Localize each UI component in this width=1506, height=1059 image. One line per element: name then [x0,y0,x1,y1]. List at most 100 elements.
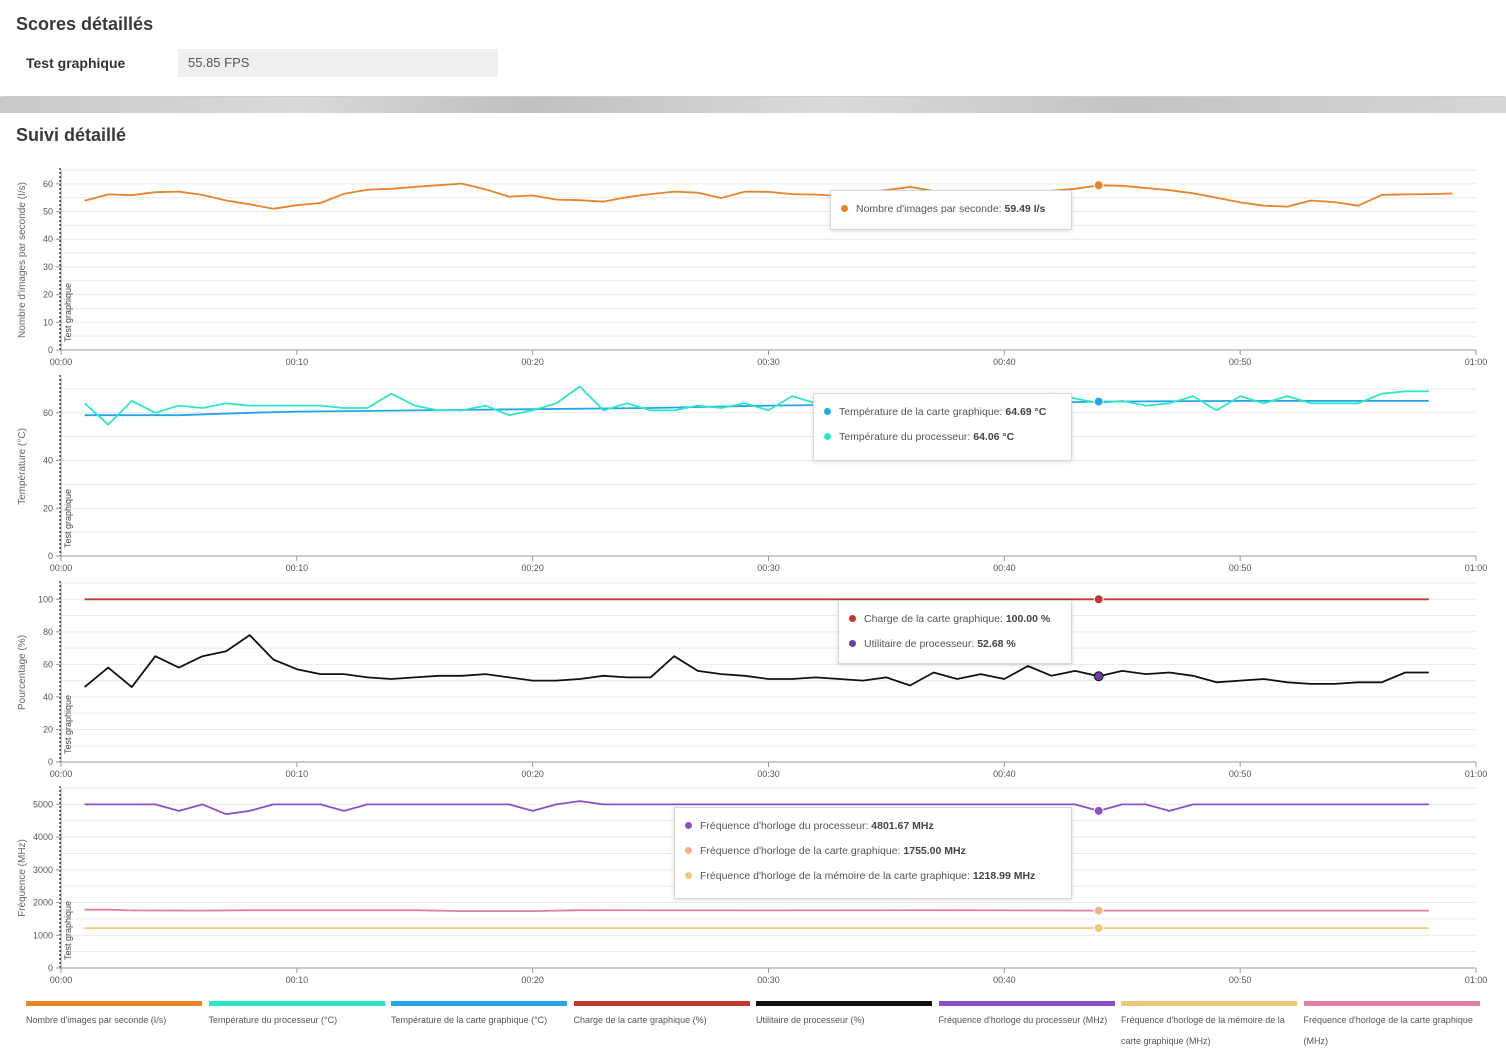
tooltip-frequency: Fréquence d'horloge du processeur: 4801.… [674,807,1072,899]
y-tick-label: 10 [43,317,53,327]
legend-item[interactable]: Fréquence d'horloge de la mémoire de la … [1121,1001,1297,1052]
y-axis-label: Fréquence (MHz) [17,839,28,917]
series-line-cpu_temp [83,385,1429,426]
y-tick-label: 0 [48,345,53,355]
x-tick-label: 00:20 [521,769,544,779]
tooltip-row: Utilitaire de processeur: 52.68 % [849,632,1061,657]
series-line-fps [84,182,1453,210]
y-tick-label: 30 [43,262,53,272]
tooltip-value: 52.68 % [977,638,1016,650]
series-line-gpu_clock [84,908,1429,912]
x-tick-label: 01:00 [1465,769,1488,779]
dot-icon [849,639,856,647]
tooltip-label: Température du processeur: [839,431,974,443]
legend-item[interactable]: Charge de la carte graphique (%) [573,1001,750,1031]
y-axis-label: Température (°C) [17,428,28,505]
scores-card: Scores détaillés Test graphique 55.85 FP… [0,0,1506,96]
x-tick-label: 00:20 [521,357,544,367]
legend-label: Fréquence d'horloge de la carte graphiqu… [1303,1015,1473,1046]
y-axis-label: Pourcentage (%) [17,635,28,710]
y-tick-label: 60 [43,179,53,189]
tracking-title: Suivi détaillé [16,125,127,145]
legend-label: Fréquence d'horloge de la mémoire de la … [1121,1015,1285,1046]
legend-label: Température de la carte graphique (°C) [391,1015,548,1025]
tooltip-value: 4801.67 MHz [871,820,934,832]
x-tick-label: 00:20 [521,975,544,985]
y-tick-label: 40 [43,234,53,244]
x-tick-label: 00:10 [286,563,309,573]
x-tick-label: 00:10 [286,357,309,367]
chart-legend: Nombre d'images par seconde (I/s) Tempéra… [26,1001,1496,1053]
y-tick-label: 60 [43,408,53,418]
y-tick-label: 3000 [33,865,53,875]
tooltip-label: Nombre d'images par seconde: [856,203,1005,215]
x-tick-label: 01:00 [1465,563,1488,573]
y-tick-label: 2000 [33,898,53,908]
hover-point [1093,805,1104,816]
tooltip-label: Utilitaire de processeur: [864,638,978,650]
y-tick-label: 50 [43,207,53,217]
y-tick-label: 60 [43,659,53,669]
hover-point [1093,594,1104,605]
tooltip-value: 1755.00 MHz [903,845,966,857]
x-tick-label: 00:50 [1229,563,1252,573]
phase-marker-label: Test graphique [63,901,73,960]
x-tick-label: 00:40 [993,563,1016,573]
x-tick-label: 00:50 [1229,975,1252,985]
phase-marker-label: Test graphique [63,283,73,342]
x-tick-label: 00:50 [1229,357,1252,367]
legend-item[interactable]: Fréquence d'horloge du processeur (MHz) [938,1001,1115,1031]
tooltip-row: Charge de la carte graphique: 100.00 % [849,607,1061,632]
y-tick-label: 40 [43,692,53,702]
tooltip-temperature: Température de la carte graphique: 64.69… [813,393,1072,461]
x-tick-label: 00:00 [50,563,73,573]
x-tick-label: 00:50 [1229,769,1252,779]
y-tick-label: 0 [48,551,53,561]
dot-icon [824,432,831,440]
y-tick-label: 80 [43,627,53,637]
tooltip-value: 64.69 °C [1005,406,1047,418]
legend-swatch [391,1001,567,1006]
x-tick-label: 00:40 [993,769,1016,779]
legend-item[interactable]: Fréquence d'horloge de la carte graphiqu… [1303,1001,1480,1052]
legend-item[interactable]: Température du processeur (°C) [208,1001,385,1031]
tracking-card: Suivi détaillé [0,113,1506,1059]
x-tick-label: 00:30 [757,975,780,985]
x-tick-label: 00:00 [50,975,73,985]
legend-item[interactable]: Nombre d'images par seconde (I/s) [26,1001,202,1031]
tooltip-row: Fréquence d'horloge du processeur: 4801.… [685,814,1061,839]
legend-swatch [26,1001,202,1006]
legend-swatch [938,1001,1115,1006]
hover-point [1093,396,1104,407]
legend-item[interactable]: Utilitaire de processeur (%) [756,1001,932,1031]
hover-point [1093,923,1104,934]
hover-point [1093,180,1104,191]
legend-label: Fréquence d'horloge du processeur (MHz) [938,1015,1108,1025]
phase-marker-label: Test graphique [63,695,73,754]
x-tick-label: 00:00 [50,769,73,779]
x-tick-label: 00:10 [286,769,309,779]
legend-item[interactable]: Température de la carte graphique (°C) [391,1001,567,1031]
tooltip-fps: Nombre d'images par seconde: 59.49 I/s [830,190,1072,230]
x-tick-label: 01:00 [1465,357,1488,367]
legend-label: Nombre d'images par seconde (I/s) [26,1015,167,1025]
x-tick-label: 00:40 [993,357,1016,367]
y-tick-label: 20 [43,503,53,513]
scores-title: Scores détaillés [16,14,154,34]
legend-swatch [1121,1001,1297,1006]
phase-marker-label: Test graphique [63,489,73,548]
y-tick-label: 1000 [33,930,53,940]
y-tick-label: 20 [43,724,53,734]
dot-icon [824,407,831,415]
tooltip-row: Température du processeur: 64.06 °C [824,425,1061,450]
x-tick-label: 00:10 [286,975,309,985]
tooltip-value: 64.06 °C [973,431,1015,443]
y-tick-label: 40 [43,456,53,466]
score-label: Test graphique [26,55,126,71]
hover-point [1093,905,1104,916]
series-line-cpu_clock [84,800,1429,816]
legend-swatch [756,1001,932,1006]
tooltip-label: Fréquence d'horloge de la mémoire de la … [700,870,973,882]
tooltip-label: Charge de la carte graphique: [864,613,1006,625]
dot-icon [685,846,692,854]
